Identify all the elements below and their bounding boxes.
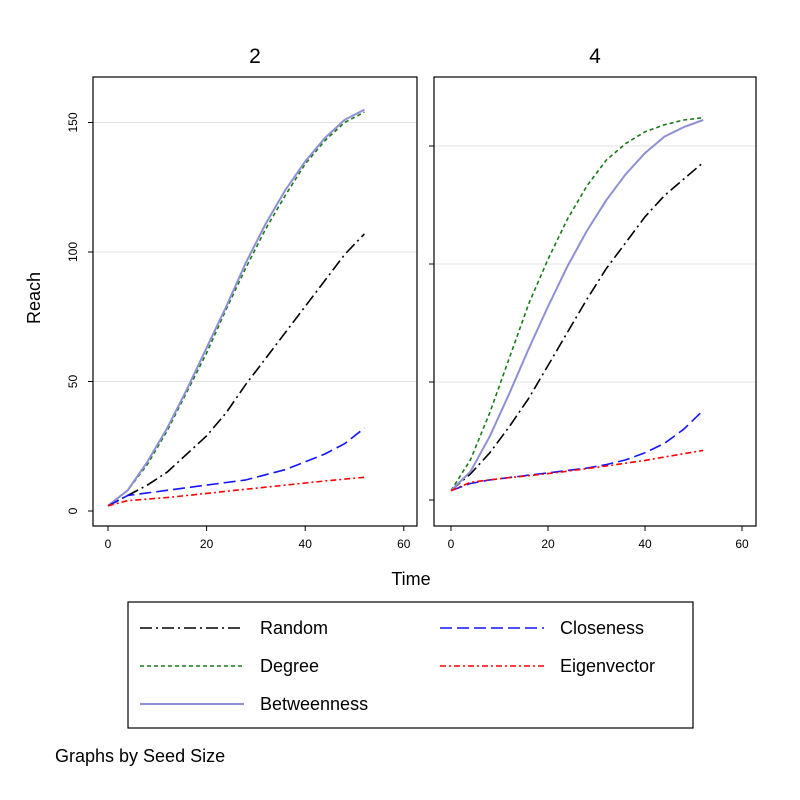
legend-label-eigenvector: Eigenvector <box>560 656 655 676</box>
legend-label-random: Random <box>260 618 328 638</box>
x-tick-label: 40 <box>299 537 313 551</box>
x-tick-label: 60 <box>397 537 411 551</box>
grid <box>93 122 417 382</box>
panel-seed-size-2: 2 0 50 100 150 0 20 40 60 <box>66 45 418 551</box>
series-line-random <box>450 161 704 492</box>
x-tick-label: 20 <box>541 537 555 551</box>
series-line-closeness <box>107 427 365 507</box>
y-tick-label: 0 <box>66 507 80 514</box>
legend-label-closeness: Closeness <box>560 618 644 638</box>
panel-seed-size-4: 4 0 20 40 60 <box>429 45 757 551</box>
y-axis-title: Reach <box>24 272 44 324</box>
plot-area <box>107 108 365 507</box>
series-line-betweenness <box>107 108 365 507</box>
legend: Random Closeness Degree Eigenvector Betweenn… <box>127 601 694 729</box>
panel-title: 2 <box>249 45 261 68</box>
x-tick-label: 40 <box>638 537 652 551</box>
y-tick-label: 150 <box>66 112 80 132</box>
axes: 0 50 100 150 0 20 40 60 <box>66 112 411 551</box>
plot-frame <box>433 76 757 527</box>
legend-box <box>127 601 694 729</box>
series-line-degree <box>107 111 365 507</box>
series-line-betweenness <box>450 119 704 492</box>
series-line-eigenvector <box>450 449 704 492</box>
panel-title: 4 <box>589 45 601 68</box>
plot-frame <box>92 76 418 527</box>
legend-label-degree: Degree <box>260 656 319 676</box>
x-tick-label: 0 <box>448 537 455 551</box>
plot-area <box>450 116 704 492</box>
y-tick-label: 50 <box>66 375 80 389</box>
series-line-eigenvector <box>107 476 365 507</box>
y-tick-label: 100 <box>66 242 80 262</box>
graph-note: Graphs by Seed Size <box>55 746 225 766</box>
x-axis-title: Time <box>391 569 430 589</box>
legend-label-betweenness: Betweenness <box>260 694 368 714</box>
series-line-degree <box>450 116 704 492</box>
grid <box>434 145 756 383</box>
series-line-random <box>107 233 365 507</box>
x-tick-label: 0 <box>105 537 112 551</box>
x-tick-label: 20 <box>200 537 214 551</box>
axes: 0 20 40 60 <box>429 145 749 551</box>
x-tick-label: 60 <box>735 537 749 551</box>
